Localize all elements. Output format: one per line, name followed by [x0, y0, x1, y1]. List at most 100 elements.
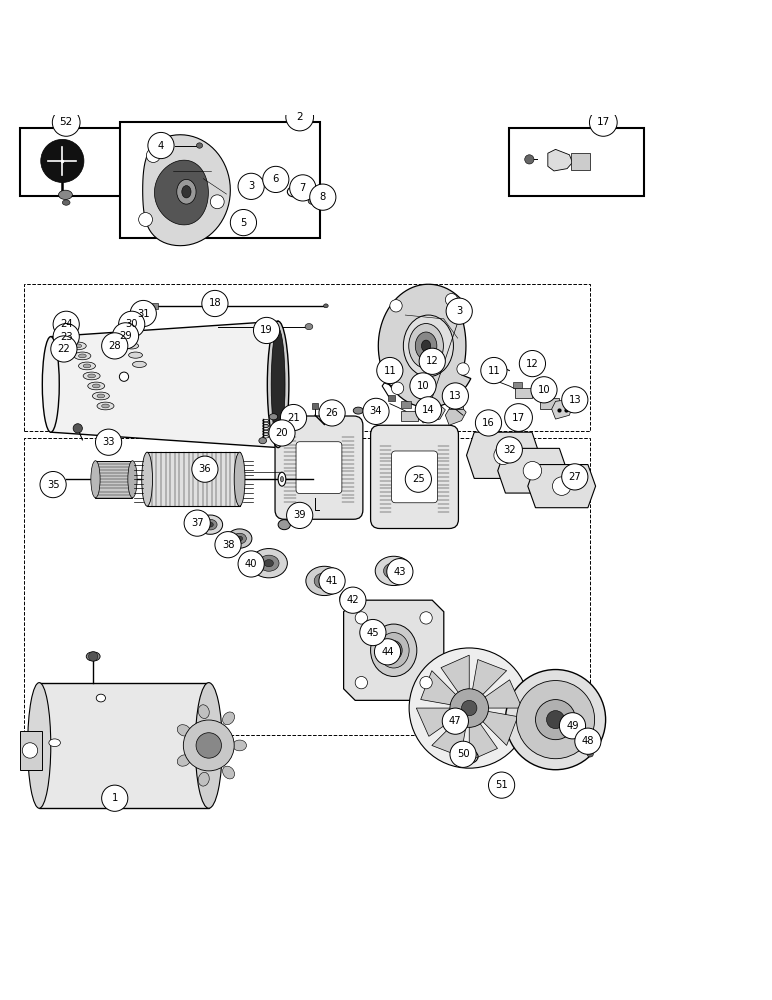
Circle shape [560, 713, 586, 739]
Text: 16: 16 [482, 418, 495, 428]
Circle shape [102, 785, 128, 811]
Text: 35: 35 [47, 480, 59, 490]
Ellipse shape [384, 563, 404, 579]
Ellipse shape [222, 712, 235, 725]
Circle shape [562, 464, 588, 490]
Ellipse shape [236, 536, 242, 541]
Polygon shape [344, 600, 444, 700]
Text: 10: 10 [537, 385, 550, 395]
Ellipse shape [422, 340, 431, 352]
Polygon shape [552, 400, 573, 419]
Circle shape [201, 290, 228, 317]
Text: 33: 33 [103, 437, 115, 447]
Text: 36: 36 [198, 464, 212, 474]
Ellipse shape [378, 633, 409, 668]
Circle shape [415, 397, 442, 423]
Polygon shape [445, 406, 466, 425]
Circle shape [562, 387, 588, 413]
Text: 17: 17 [597, 117, 610, 127]
Circle shape [96, 429, 122, 455]
Text: 17: 17 [512, 413, 525, 423]
Polygon shape [498, 448, 567, 493]
Ellipse shape [74, 344, 82, 348]
Ellipse shape [280, 476, 283, 482]
Ellipse shape [345, 594, 357, 604]
Text: 10: 10 [417, 381, 429, 391]
Polygon shape [416, 708, 453, 736]
Circle shape [310, 184, 336, 210]
Ellipse shape [28, 683, 51, 808]
Circle shape [494, 446, 513, 465]
Ellipse shape [93, 384, 100, 388]
Text: 7: 7 [300, 183, 306, 193]
Circle shape [286, 502, 313, 529]
Ellipse shape [308, 198, 317, 204]
Text: 18: 18 [208, 298, 222, 308]
Circle shape [319, 400, 345, 426]
Ellipse shape [102, 404, 110, 408]
Text: 5: 5 [240, 218, 246, 228]
Bar [496, 374, 503, 379]
Circle shape [496, 437, 523, 463]
Text: 6: 6 [273, 174, 279, 184]
Circle shape [462, 700, 477, 716]
Bar [20, 731, 42, 770]
Circle shape [102, 333, 128, 359]
Circle shape [409, 648, 530, 768]
Ellipse shape [264, 560, 273, 567]
Circle shape [450, 689, 489, 727]
FancyBboxPatch shape [275, 416, 363, 519]
Ellipse shape [340, 589, 363, 608]
Ellipse shape [278, 520, 290, 530]
Ellipse shape [88, 374, 96, 378]
Ellipse shape [129, 352, 143, 358]
Polygon shape [469, 724, 497, 761]
Circle shape [269, 420, 295, 446]
Bar [540, 398, 560, 409]
Ellipse shape [314, 573, 334, 589]
Ellipse shape [79, 354, 86, 358]
Text: 24: 24 [60, 319, 73, 329]
Text: 23: 23 [60, 332, 73, 342]
Text: 32: 32 [503, 445, 516, 455]
Circle shape [445, 293, 458, 306]
Circle shape [286, 103, 313, 131]
Circle shape [489, 772, 515, 798]
Circle shape [405, 466, 432, 492]
Text: 19: 19 [260, 325, 273, 335]
Ellipse shape [306, 566, 343, 596]
Text: 21: 21 [287, 413, 300, 423]
Ellipse shape [88, 382, 105, 390]
Bar [516, 388, 533, 398]
Text: 8: 8 [320, 192, 326, 202]
Circle shape [442, 383, 469, 409]
Text: 38: 38 [222, 540, 234, 550]
Circle shape [52, 109, 80, 136]
Ellipse shape [97, 402, 114, 410]
Bar [152, 303, 158, 309]
Ellipse shape [245, 182, 250, 189]
Ellipse shape [178, 755, 191, 766]
Circle shape [420, 612, 432, 624]
Text: 3: 3 [248, 181, 254, 191]
Circle shape [355, 676, 367, 689]
Text: 25: 25 [412, 474, 425, 484]
FancyBboxPatch shape [296, 442, 342, 494]
Circle shape [590, 109, 617, 136]
Circle shape [360, 619, 386, 646]
Text: 45: 45 [367, 628, 379, 638]
Ellipse shape [271, 328, 285, 441]
Bar [563, 720, 574, 726]
Circle shape [390, 300, 402, 312]
Ellipse shape [204, 519, 217, 530]
Circle shape [73, 424, 83, 433]
Text: 49: 49 [566, 721, 579, 731]
Text: 48: 48 [581, 736, 594, 746]
Ellipse shape [259, 555, 279, 571]
Circle shape [374, 639, 401, 665]
Ellipse shape [354, 407, 364, 414]
Text: 26: 26 [326, 408, 338, 418]
Circle shape [536, 700, 576, 740]
Bar [312, 403, 318, 409]
Ellipse shape [385, 641, 402, 660]
